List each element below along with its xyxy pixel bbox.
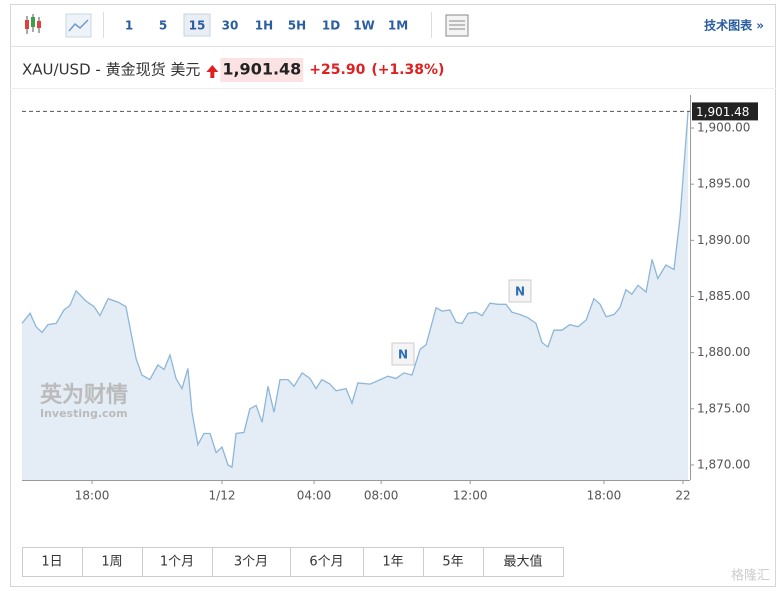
range-button[interactable] <box>212 547 291 577</box>
y-tick-label: 1,870.00 <box>697 457 750 471</box>
interval-button[interactable]: 1D <box>322 19 340 33</box>
price: 1,901.48 <box>222 60 301 79</box>
range-label[interactable]: 3个月 <box>234 555 268 570</box>
x-tick-label: 22 <box>675 489 690 503</box>
x-tick-label: 18:00 <box>75 489 110 503</box>
interval-button[interactable]: 15 <box>189 19 206 33</box>
news-marker[interactable] <box>391 342 415 366</box>
range-button[interactable] <box>142 547 213 577</box>
interval-button[interactable]: 1W <box>353 19 375 33</box>
range-label[interactable]: 1日 <box>41 555 62 570</box>
area <box>22 111 689 480</box>
interval-button[interactable]: 1H <box>255 19 273 33</box>
up-arrow <box>206 65 219 78</box>
range-label[interactable]: 5年 <box>442 555 463 570</box>
change-pct: (+1.38%) <box>371 62 444 78</box>
y-tick-label: 1,875.00 <box>697 401 750 415</box>
watermark: 英为财情 <box>40 382 128 408</box>
x-tick-label: 1/12 <box>209 489 236 503</box>
interval-button[interactable]: 1 <box>125 19 133 33</box>
range-button[interactable] <box>82 547 143 577</box>
interval-button[interactable]: 1M <box>388 19 408 33</box>
range-label[interactable]: 最大值 <box>503 554 542 570</box>
instrument: XAU/USD - 黄金现货 美元 <box>22 61 200 79</box>
y-tick-label: 1,900.00 <box>697 121 750 135</box>
tech-chart-link[interactable]: 技术图表 » <box>704 18 764 33</box>
y-tick-label: 1,895.00 <box>697 177 750 191</box>
x-tick-label: 18:00 <box>587 489 622 503</box>
interval-button[interactable]: 5 <box>159 19 167 33</box>
line <box>21 111 689 469</box>
x-tick-label: 04:00 <box>297 489 332 503</box>
range-label[interactable]: 1个月 <box>160 555 194 570</box>
table-icon[interactable] <box>445 14 469 37</box>
y-tick-label: 1,880.00 <box>697 345 750 359</box>
range-label[interactable]: 1年 <box>382 555 403 570</box>
news-marker-label[interactable]: N <box>398 348 408 362</box>
change: +25.90 <box>309 62 365 78</box>
news-marker[interactable] <box>508 279 532 303</box>
interval-button[interactable]: 30 <box>222 19 239 33</box>
range-label[interactable]: 6个月 <box>309 555 343 570</box>
y-tick-label: 1,890.00 <box>697 233 750 247</box>
x-tick-label: 12:00 <box>453 489 488 503</box>
candle-icon[interactable] <box>25 14 41 34</box>
interval-button[interactable]: 5H <box>288 19 306 33</box>
range-button[interactable] <box>423 547 484 577</box>
y-tick-label: 1,885.00 <box>697 289 750 303</box>
last-price-label: 1,901.48 <box>696 105 749 119</box>
last-price-box <box>692 102 758 121</box>
area-icon[interactable] <box>65 13 92 38</box>
range-button[interactable] <box>22 547 83 577</box>
range-label[interactable]: 1周 <box>101 555 122 570</box>
corner-watermark: 格隆汇 <box>731 568 770 584</box>
x-tick-label: 08:00 <box>364 489 399 503</box>
watermark-en: Investing.com <box>40 407 128 420</box>
selected-interval <box>183 13 211 37</box>
range-button[interactable] <box>483 547 564 577</box>
price-bg <box>220 58 304 82</box>
news-marker-label[interactable]: N <box>515 285 525 299</box>
